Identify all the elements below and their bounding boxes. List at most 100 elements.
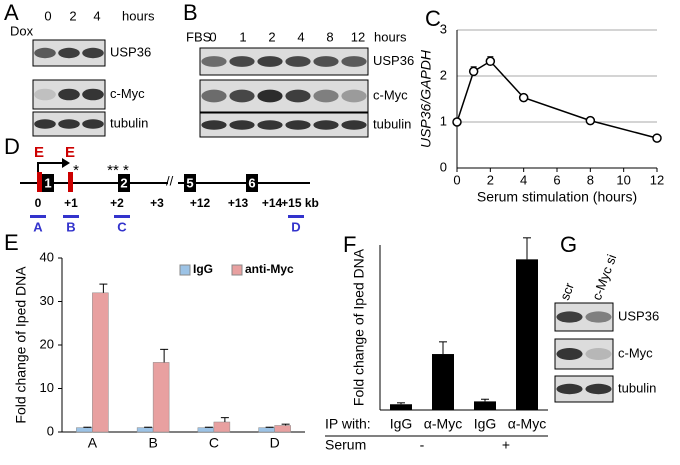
point: [652, 133, 662, 143]
position: +3: [150, 196, 164, 210]
amplicon: [63, 215, 79, 218]
amplicon-label: D: [291, 219, 300, 234]
lane-label: 4: [297, 29, 304, 44]
position: +13: [228, 196, 249, 210]
panel-label: E: [4, 230, 19, 255]
x-tick-label: D: [270, 435, 280, 451]
x-tick-label: IgG: [390, 416, 413, 432]
panel-label: D: [4, 134, 20, 159]
point: [585, 115, 596, 126]
band: [58, 88, 80, 101]
treatment: Dox: [10, 23, 34, 38]
y-tick-label: 2: [440, 67, 447, 82]
bar: [136, 427, 154, 433]
bar: [197, 427, 215, 433]
panel-label: B: [183, 0, 198, 25]
serum-state: +: [502, 437, 510, 453]
band: [285, 89, 311, 103]
band: [34, 88, 56, 101]
lane-label: 2: [268, 29, 275, 44]
band: [82, 88, 104, 101]
band: [341, 120, 367, 130]
band: [201, 56, 227, 67]
position: +2: [110, 196, 124, 210]
exon-label: 2: [120, 175, 127, 190]
bar: [516, 259, 538, 410]
bar: [92, 292, 109, 433]
amplicon-label: C: [117, 219, 127, 234]
band: [257, 89, 283, 103]
exon: [184, 174, 196, 192]
bar: [432, 354, 454, 410]
panel-label: C: [425, 6, 441, 31]
bar: [274, 425, 291, 433]
row-label: USP36: [110, 44, 151, 59]
point: [468, 66, 479, 77]
band: [585, 311, 612, 323]
x-tick-label: 12: [650, 172, 664, 187]
row-label: tubulin: [618, 380, 656, 395]
bar: [76, 427, 93, 433]
amplicon: [288, 215, 304, 218]
x-tick-label: 10: [616, 172, 630, 187]
position: +12: [190, 196, 211, 210]
band: [201, 89, 227, 103]
ebox-mark: [68, 172, 73, 192]
x-tick-label: α-Myc: [508, 416, 546, 432]
y-tick-label: 3: [440, 21, 447, 36]
band: [585, 383, 612, 395]
band: [285, 120, 311, 130]
bar: [258, 427, 275, 433]
x-tick-label: 8: [587, 172, 594, 187]
line: [456, 60, 658, 139]
tss-head: [62, 158, 70, 168]
amplicon: [30, 215, 46, 218]
x-tick-label: 6: [553, 172, 560, 187]
lane-label: 1: [239, 29, 246, 44]
row-label: c-Myc: [110, 86, 145, 101]
band: [58, 47, 80, 59]
band: [313, 56, 339, 67]
x-tick-label: IgG: [474, 416, 497, 432]
lane-label: c-Myc si: [589, 252, 619, 302]
band: [34, 119, 56, 129]
position: +14: [262, 196, 283, 210]
exon-label: 1: [44, 175, 51, 190]
position: 0: [35, 196, 42, 210]
band: [341, 56, 367, 67]
x-tick-label: B: [148, 435, 157, 451]
band: [58, 119, 80, 129]
legend-swatch: [231, 264, 243, 276]
exon: [42, 174, 54, 192]
row-label: USP36: [618, 308, 659, 323]
exon: [246, 174, 258, 192]
y-tick-label: 1: [440, 113, 447, 128]
y-tick-label: 30: [40, 293, 54, 308]
blot: [199, 79, 369, 113]
tss-arrow: [37, 162, 62, 172]
row-label: IP with:: [325, 416, 371, 432]
band: [201, 120, 227, 130]
x-tick-label: α-Myc: [424, 416, 462, 432]
exon-label: 6: [248, 175, 255, 190]
amplicon-label: B: [66, 219, 75, 234]
row-label: c-Myc: [373, 87, 408, 102]
point: [485, 56, 496, 67]
x-tick-label: 0: [453, 172, 460, 187]
legend-label: IgG: [193, 262, 213, 276]
band: [313, 120, 339, 130]
y-tick-label: 0: [47, 423, 54, 438]
amplicon: [114, 215, 130, 218]
lane-label: 2: [69, 8, 76, 23]
unit: hours: [374, 29, 407, 44]
lane-label: scr: [557, 280, 577, 302]
asterisk: ** *: [107, 162, 129, 179]
exon: [118, 174, 130, 192]
point: [518, 92, 529, 103]
row-label: tubulin: [110, 115, 148, 130]
ebox-mark: [37, 172, 42, 192]
x-tick-label: 2: [487, 172, 494, 187]
position: +15 kb: [281, 196, 319, 210]
band: [229, 89, 255, 103]
